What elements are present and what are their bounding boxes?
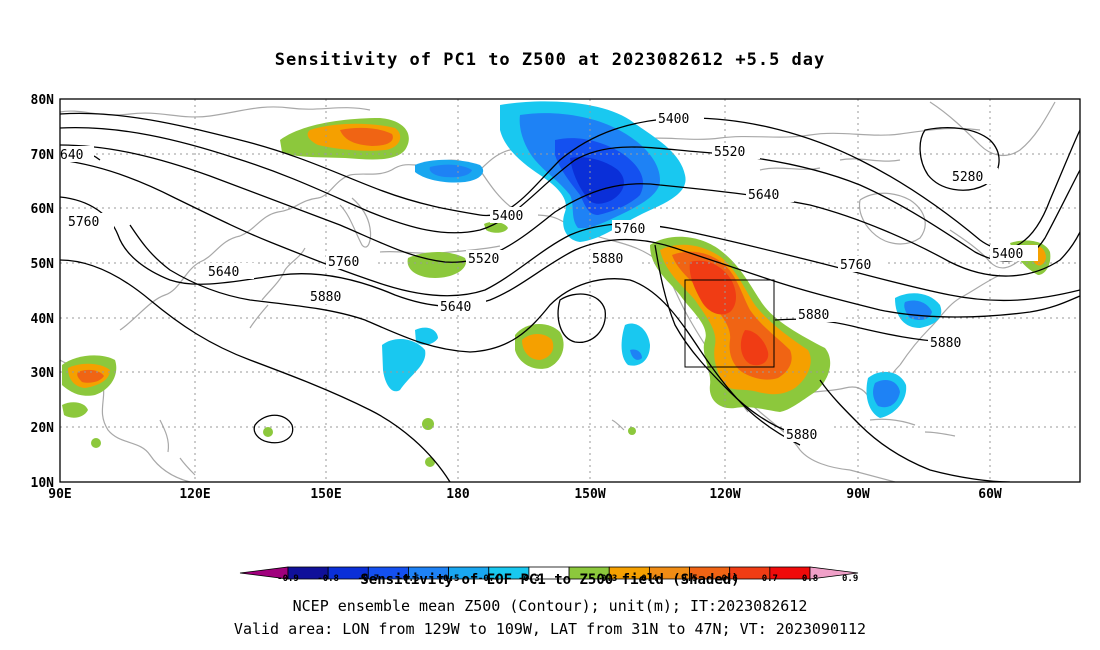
lat-label: 20N	[31, 421, 55, 436]
colorbar-tick-label: -0.4	[478, 574, 500, 584]
lon-axis: 90E 120E 150E 180 150W 120W 90W 60W	[48, 487, 1002, 502]
colorbar-tick-label: 0.4	[641, 574, 658, 584]
contour-label: 5400	[992, 247, 1023, 262]
lon-label: 180	[446, 487, 470, 502]
lat-label: 60N	[31, 202, 55, 217]
caption-shading: Sensitivity of EOF PC1 to Z500 field (Sh…	[360, 572, 740, 588]
colorbar-tick-label: 0.8	[802, 574, 818, 584]
colorbar-tick-label: -0.8	[317, 574, 339, 584]
contour-label: 5640	[208, 265, 239, 280]
colorbar-tick-label: -0.9	[277, 574, 299, 584]
lat-label: 10N	[31, 476, 55, 491]
colorbar-tick-label: 0.5	[681, 574, 697, 584]
map-title: Sensitivity of PC1 to Z500 at 2023082612…	[274, 50, 826, 70]
contour-label: 5400	[658, 112, 689, 127]
contour-label: 5760	[614, 222, 645, 237]
contour-label: 640	[60, 148, 83, 163]
lat-axis: 80N 70N 60N 50N 40N 30N 20N 10N	[31, 93, 55, 491]
colorbar-tick-label: -0.6	[398, 574, 420, 584]
colorbar-tick-label: 0.9	[842, 574, 858, 584]
contour-label: 5760	[840, 258, 871, 273]
contour-label: 5880	[310, 290, 341, 305]
colorbar-tick-label: 0.7	[762, 574, 778, 584]
valid-area-box	[684, 279, 775, 368]
z500-contours	[60, 112, 1080, 482]
colorbar: -0.9 -0.8 -0.7 -0.6 -0.5 -0.4 -0.3 0.3 0.4 0.5 0.6…	[239, 566, 859, 584]
plot-frame	[59, 98, 1081, 483]
contour-label: 5520	[714, 145, 745, 160]
contour-label: 5520	[468, 252, 499, 267]
lat-label: 40N	[31, 312, 55, 327]
lat-label: 80N	[31, 93, 55, 108]
contour-label: 5280	[952, 170, 983, 185]
contour-label: 5400	[492, 209, 523, 224]
contour-label: 5640	[748, 188, 779, 203]
lat-label: 30N	[31, 366, 55, 381]
colorbar-over-triangle	[809, 566, 859, 580]
contour-label: 5880	[592, 252, 623, 267]
lon-label: 90W	[846, 487, 870, 502]
colorbar-tick-label: -0.5	[438, 574, 460, 584]
sensitivity-shading	[62, 101, 1051, 467]
caption-valid-area: Valid area: LON from 129W to 109W, LAT f…	[233, 620, 867, 638]
lon-label: 150E	[310, 487, 341, 502]
colorbar-tick-label: 0.6	[722, 574, 738, 584]
lon-label: 120E	[179, 487, 210, 502]
contour-label: 5760	[68, 215, 99, 230]
lon-label: 150W	[574, 487, 605, 502]
colorbar-tick-label: -0.3	[518, 574, 540, 584]
contour-label: 5640	[440, 300, 471, 315]
colorbar-tick-label: -0.7	[357, 574, 379, 584]
lat-label: 70N	[31, 148, 55, 163]
contour-label: 5760	[328, 255, 359, 270]
caption-contour: NCEP ensemble mean Z500 (Contour); unit(…	[292, 597, 808, 615]
lon-label: 90E	[48, 487, 71, 502]
colorbar-tick-label: 0.3	[601, 574, 617, 584]
lat-label: 50N	[31, 257, 55, 272]
contour-label: 5880	[798, 308, 829, 323]
contour-label: 5880	[786, 428, 817, 443]
lon-label: 120W	[709, 487, 740, 502]
lon-label: 60W	[978, 487, 1002, 502]
contour-labels: 5400 5520 5640 5760 5880 5400 5280 5760 …	[60, 110, 1038, 443]
contour-label: 5880	[930, 336, 961, 351]
